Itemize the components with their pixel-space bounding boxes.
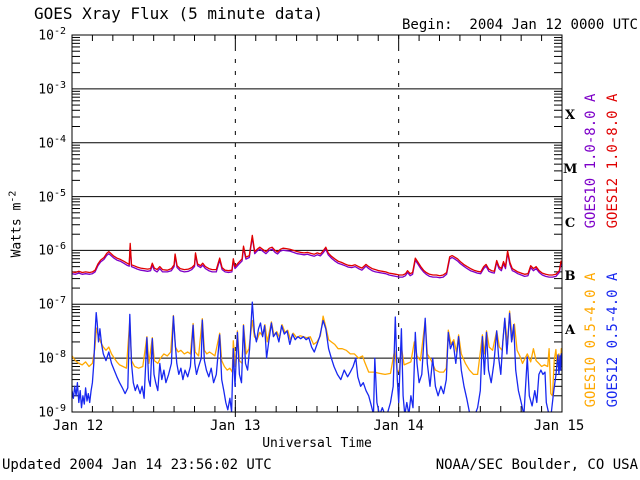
credit-label: NOAA/SEC Boulder, CO USA	[435, 457, 638, 473]
legend-goes10-long: GOES10 1.0-8.0 A	[583, 93, 599, 229]
legend-goes10-short: GOES10 0.5-4.0 A	[583, 272, 599, 408]
flare-class-a: A	[564, 323, 576, 339]
legend-goes12-short: GOES12 0.5-4.0 A	[605, 272, 621, 408]
series-goes10-0-5-4-0-a	[72, 310, 562, 397]
x-tick-label: Jan 15	[533, 418, 585, 434]
y-tick-label: 10-2	[38, 26, 66, 44]
y-tick-label: 10-9	[38, 403, 66, 421]
series-goes12-0-5-4-0-a	[72, 301, 562, 412]
flare-class-b: B	[564, 269, 576, 285]
y-tick-label: 10-3	[38, 79, 66, 98]
y-tick-label: 10-4	[38, 133, 66, 152]
page-title: GOES Xray Flux (5 minute data)	[34, 4, 323, 23]
x-axis-title: Universal Time	[262, 436, 372, 451]
y-tick-label: 10-5	[38, 187, 66, 205]
y-tick-label: 10-6	[38, 241, 66, 259]
x-tick-label: Jan 14	[373, 418, 424, 434]
x-tick-label: Jan 13	[210, 418, 261, 434]
y-tick-label: 10-8	[38, 349, 66, 367]
series-goes12-1-0-8-0-a	[72, 234, 562, 277]
flare-class-m: M	[563, 161, 578, 177]
y-tick-label: 10-7	[38, 295, 66, 313]
x-tick-label: Jan 12	[52, 418, 104, 434]
updated-timestamp: Updated 2004 Jan 14 23:56:02 UTC	[2, 457, 272, 473]
begin-timestamp: Begin: 2004 Jan 12 0000 UTC	[401, 17, 638, 33]
legend-goes12-long: GOES12 1.0-8.0 A	[605, 93, 621, 229]
flare-class-c: C	[564, 215, 576, 231]
flare-class-x: X	[564, 107, 576, 123]
series-goes10-1-0-8-0-a	[72, 236, 562, 279]
